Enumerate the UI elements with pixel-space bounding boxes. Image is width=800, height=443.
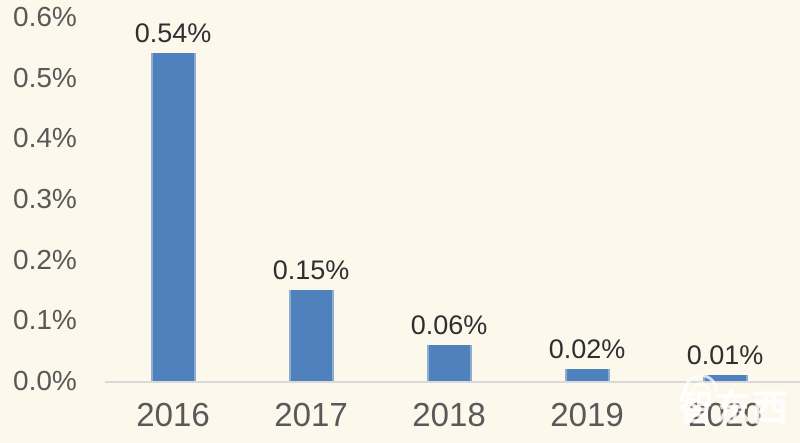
x-tick-label: 2020 xyxy=(688,396,762,433)
bar-2020 xyxy=(702,375,748,381)
bar-2016 xyxy=(150,53,196,381)
data-label: 0.15% xyxy=(272,255,350,285)
x-tick-label: 2017 xyxy=(274,396,348,433)
x-tick-label: 2016 xyxy=(136,396,210,433)
y-tick-label: 0.2% xyxy=(13,243,77,275)
data-label: 0.02% xyxy=(548,334,626,364)
x-tick-label: 2019 xyxy=(550,396,624,433)
bar-2018 xyxy=(426,345,472,381)
y-tick-label: 0.6% xyxy=(13,1,77,32)
bar-2017 xyxy=(288,290,334,381)
y-tick-label: 0.1% xyxy=(13,304,77,336)
y-tick-label: 0.0% xyxy=(13,365,77,396)
x-tick-label: 2018 xyxy=(412,396,486,433)
bar-2019 xyxy=(564,369,610,381)
data-label: 0.54% xyxy=(134,18,212,48)
y-tick-label: 0.5% xyxy=(13,61,77,93)
data-label: 0.06% xyxy=(410,310,488,340)
data-label: 0.01% xyxy=(686,340,764,370)
x-axis-line xyxy=(105,381,800,383)
watermark-arc-inner-icon xyxy=(692,382,710,391)
y-tick-label: 0.4% xyxy=(13,122,77,154)
y-tick-label: 0.3% xyxy=(13,183,77,214)
